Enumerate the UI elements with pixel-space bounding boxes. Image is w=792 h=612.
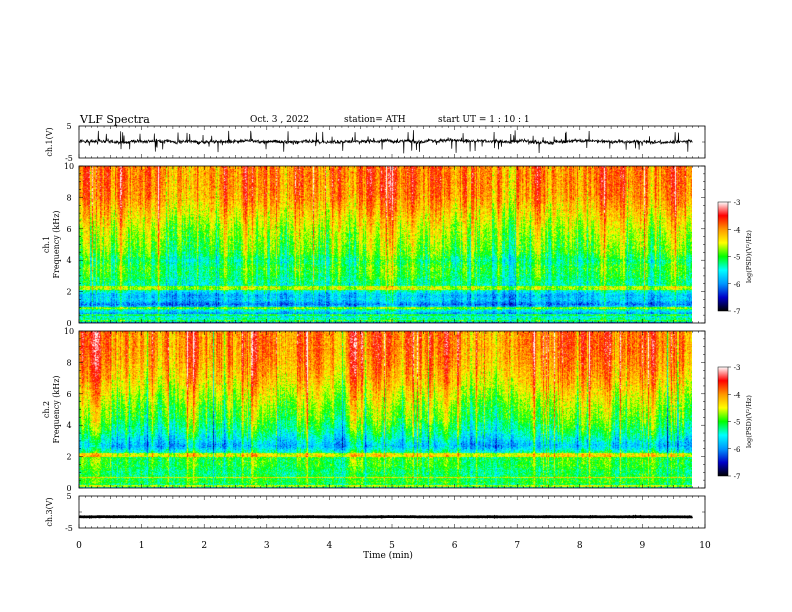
colorbar-tick-label: -4 xyxy=(734,391,741,399)
y-tick-label: 6 xyxy=(66,225,71,234)
x-tick-label: 5 xyxy=(389,541,395,551)
ch2-spectrogram-colorbar xyxy=(717,366,729,477)
colorbar-tick-label: -3 xyxy=(734,364,741,372)
ch1-spectrogram-colorbar xyxy=(717,201,729,312)
x-tick-label: 3 xyxy=(264,541,270,551)
ch3-waveform-trace xyxy=(78,514,693,519)
colorbar-tick-label: -4 xyxy=(734,226,741,234)
y-tick-label: 0 xyxy=(66,484,71,493)
y-tick-label: 2 xyxy=(66,453,71,462)
colorbar-tick-label: -5 xyxy=(734,254,741,262)
y-tick-label: 0 xyxy=(66,319,71,328)
y-tick-label: 8 xyxy=(66,193,71,202)
y-tick-label: 10 xyxy=(64,162,74,171)
y-tick-label: 8 xyxy=(66,358,71,367)
ch1-spectrogram-ylabel: Frequency (kHz) xyxy=(52,210,61,278)
colorbar-tick-label: -7 xyxy=(734,308,741,316)
y-tick-label: 4 xyxy=(66,256,71,265)
colorbar-tick-label: -6 xyxy=(734,446,741,454)
ch1-spectrogram-colorbar-label: log(PSD)(V²/Hz) xyxy=(745,230,753,283)
station-label: station= ATH xyxy=(344,115,406,125)
ch1-spectrogram-channel-label: ch.1 xyxy=(42,236,51,253)
ch2-spectrogram-colorbar-label: log(PSD)(V²/Hz) xyxy=(745,395,753,448)
colorbar-tick-label: -5 xyxy=(734,419,741,427)
x-tick-label: 4 xyxy=(327,541,333,551)
colorbar-tick-label: -7 xyxy=(734,473,741,481)
x-tick-label: 0 xyxy=(76,541,82,551)
ch2-spectrogram-heatmap xyxy=(79,331,692,488)
date-label: Oct. 3 , 2022 xyxy=(250,115,309,125)
ch1-waveform-trace xyxy=(78,130,693,154)
x-tick-label: 10 xyxy=(699,541,711,551)
x-tick-label: 2 xyxy=(201,541,207,551)
colorbar-tick-label: -3 xyxy=(734,199,741,207)
ch2-spectrogram-ylabel: Frequency (kHz) xyxy=(52,375,61,443)
colorbar-tick-label: -6 xyxy=(734,281,741,289)
x-tick-label: 9 xyxy=(640,541,646,551)
ch2-spectrogram-channel-label: ch.2 xyxy=(42,401,51,418)
ch1-spectrogram-heatmap xyxy=(79,166,692,323)
y-tick-label: 5 xyxy=(66,122,71,131)
y-tick-label: -5 xyxy=(65,524,73,533)
y-tick-label: 4 xyxy=(66,421,71,430)
x-tick-label: 6 xyxy=(452,541,458,551)
x-tick-label: 1 xyxy=(139,541,145,551)
x-axis-label: Time (min) xyxy=(363,550,413,561)
y-tick-label: 5 xyxy=(66,492,71,501)
y-tick-label: 10 xyxy=(64,327,74,336)
ch3-waveform-ylabel: ch.3(V) xyxy=(45,497,54,526)
ch3-waveform-frame xyxy=(78,495,706,529)
y-tick-label: 2 xyxy=(66,288,71,297)
start-time-label: start UT = 1 : 10 : 1 xyxy=(438,115,530,125)
x-tick-label: 8 xyxy=(577,541,583,551)
y-tick-label: -5 xyxy=(65,154,73,163)
x-tick-label: 7 xyxy=(514,541,520,551)
y-tick-label: 6 xyxy=(66,390,71,399)
figure-title: VLF Spectra xyxy=(80,113,150,126)
ch1-waveform-ylabel: ch.1(V) xyxy=(45,127,54,156)
